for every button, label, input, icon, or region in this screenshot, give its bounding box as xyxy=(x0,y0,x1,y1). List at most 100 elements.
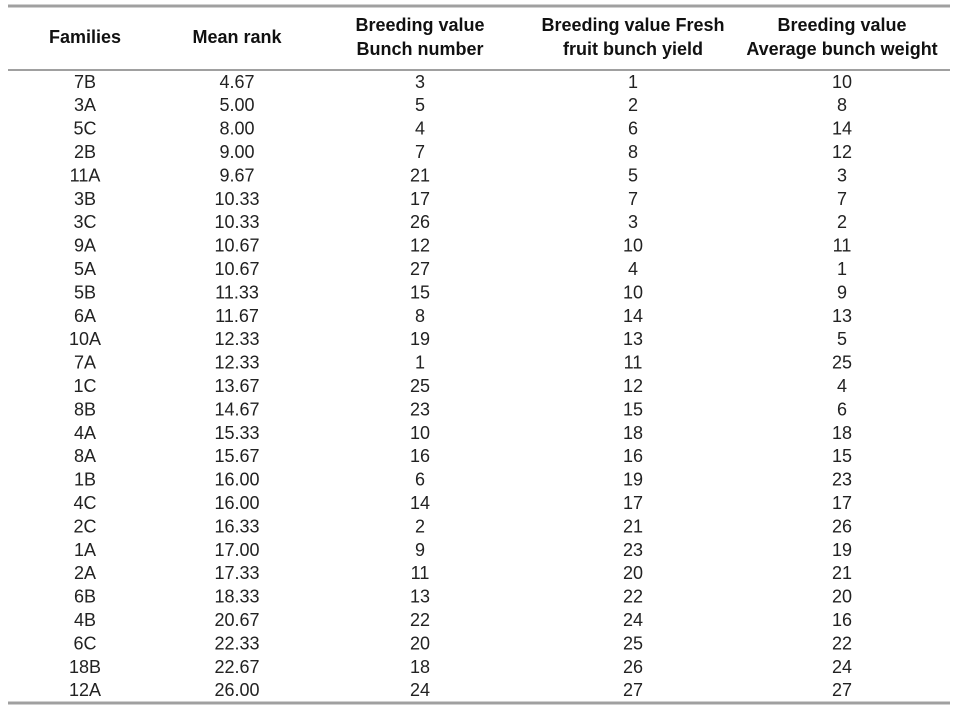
table-cell: 2C xyxy=(73,516,96,536)
header-cell: Breeding value xyxy=(355,15,484,35)
table-cell: 8B xyxy=(74,399,96,419)
table-cell: 11 xyxy=(624,353,643,373)
table-cell: 26.00 xyxy=(214,680,259,700)
table-cell: 24 xyxy=(832,657,852,677)
table-cell: 10.67 xyxy=(214,259,259,279)
table-cell: 15.67 xyxy=(214,446,259,466)
table-cell: 25 xyxy=(623,633,643,653)
table-cell: 7A xyxy=(74,353,96,373)
table-cell: 9.67 xyxy=(219,165,254,185)
table-cell: 7B xyxy=(74,72,96,92)
table-cell: 15 xyxy=(623,399,643,419)
table-cell: 16.00 xyxy=(214,470,259,490)
table-cell: 9 xyxy=(415,540,425,560)
table-cell: 6 xyxy=(628,119,638,139)
table-cell: 25 xyxy=(410,376,430,396)
table-cell: 4 xyxy=(628,259,638,279)
table-cell: 22 xyxy=(623,587,643,607)
table-cell: 4 xyxy=(415,119,425,139)
table-cell: 11.67 xyxy=(215,306,259,326)
table-cell: 1 xyxy=(415,353,425,373)
table-cell: 27 xyxy=(410,259,430,279)
header-cell: Families xyxy=(49,27,121,47)
table-cell: 27 xyxy=(623,680,643,700)
table-cell: 10 xyxy=(832,72,852,92)
table-cell: 10.33 xyxy=(214,189,259,209)
table-cell: 2A xyxy=(74,563,96,583)
table-cell: 3A xyxy=(74,95,96,115)
table-cell: 12.33 xyxy=(214,353,259,373)
table-cell: 7 xyxy=(628,189,638,209)
table-cell: 17.00 xyxy=(214,540,259,560)
table-cell: 17.33 xyxy=(214,563,259,583)
table-cell: 3B xyxy=(74,189,96,209)
table-cell: 3 xyxy=(415,72,425,92)
table-cell: 17 xyxy=(410,189,430,209)
table-cell: 11A xyxy=(70,165,101,185)
table-cell: 1B xyxy=(74,470,96,490)
table-cell: 13.67 xyxy=(214,376,259,396)
table-cell: 4C xyxy=(73,493,96,513)
table-cell: 13 xyxy=(832,306,852,326)
table-cell: 4.67 xyxy=(219,72,254,92)
table-cell: 4B xyxy=(74,610,96,630)
table-cell: 1 xyxy=(628,72,638,92)
table-cell: 12 xyxy=(832,142,852,162)
table-cell: 15 xyxy=(410,282,430,302)
table-cell: 20 xyxy=(623,563,643,583)
table-cell: 12 xyxy=(410,236,430,256)
table-cell: 22 xyxy=(832,633,852,653)
table-cell: 16.33 xyxy=(214,516,259,536)
table-cell: 6 xyxy=(837,399,847,419)
table-cell: 2B xyxy=(74,142,96,162)
table-cell: 9.00 xyxy=(219,142,254,162)
table-cell: 2 xyxy=(628,95,638,115)
table-cell: 9A xyxy=(74,236,96,256)
table-cell: 18 xyxy=(623,423,643,443)
table-cell: 11 xyxy=(411,563,430,583)
table-cell: 21 xyxy=(410,165,430,185)
table-cell: 15.33 xyxy=(214,423,259,443)
table-cell: 26 xyxy=(410,212,430,232)
table-cell: 18B xyxy=(69,657,101,677)
table-cell: 5A xyxy=(74,259,96,279)
table-cell: 25 xyxy=(832,353,852,373)
table-cell: 19 xyxy=(623,470,643,490)
table-cell: 23 xyxy=(832,470,852,490)
table-cell: 12A xyxy=(69,680,101,700)
table-cell: 5 xyxy=(628,165,638,185)
header-cell: Breeding value xyxy=(777,15,906,35)
table-cell: 16 xyxy=(623,446,643,466)
table-cell: 3 xyxy=(628,212,638,232)
table-cell: 4 xyxy=(837,376,847,396)
table-cell: 10.33 xyxy=(214,212,259,232)
table-cell: 23 xyxy=(623,540,643,560)
table-cell: 22.67 xyxy=(214,657,259,677)
table-cell: 26 xyxy=(832,516,852,536)
table-cell: 6B xyxy=(74,587,96,607)
header-cell: Average bunch weight xyxy=(746,39,937,59)
table-cell: 5 xyxy=(415,95,425,115)
table-cell: 24 xyxy=(623,610,643,630)
table-cell: 19 xyxy=(832,540,852,560)
table-cell: 6C xyxy=(73,633,96,653)
table-cell: 8A xyxy=(74,446,96,466)
table-cell: 3C xyxy=(73,212,96,232)
table-cell: 26 xyxy=(623,657,643,677)
table-cell: 23 xyxy=(410,399,430,419)
table-cell: 27 xyxy=(832,680,852,700)
table-cell: 5 xyxy=(837,329,847,349)
table-cell: 8.00 xyxy=(219,119,254,139)
table-cell: 1 xyxy=(837,259,847,279)
table-cell: 6 xyxy=(415,470,425,490)
table-cell: 13 xyxy=(623,329,643,349)
table-cell: 10 xyxy=(623,236,643,256)
header-cell: Bunch number xyxy=(356,39,483,59)
table-cell: 21 xyxy=(623,516,643,536)
table-cell: 18 xyxy=(832,423,852,443)
table-cell: 10.67 xyxy=(214,236,259,256)
table-cell: 20 xyxy=(832,587,852,607)
table-cell: 5C xyxy=(73,119,96,139)
